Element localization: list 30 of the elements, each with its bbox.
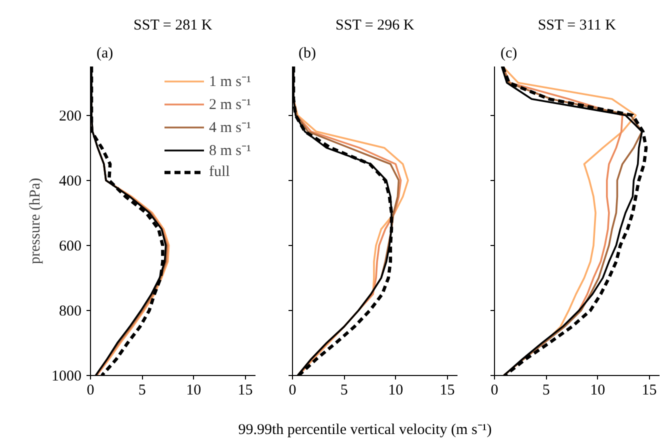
y-tick-label: 600 — [59, 238, 82, 254]
x-tick-label: 0 — [86, 382, 94, 398]
text: (b) — [298, 46, 316, 62]
x-tick-label: 15 — [642, 382, 657, 398]
y-tick-label: 1000 — [52, 368, 82, 384]
x-tick-label: 0 — [288, 382, 296, 398]
x-tick-label: 5 — [340, 382, 348, 398]
y-tick-label: 200 — [59, 108, 82, 124]
x-tick-label: 10 — [186, 382, 202, 398]
legend-label: full — [208, 164, 230, 180]
text: (c) — [500, 46, 518, 62]
x-tick-label: 0 — [490, 382, 498, 398]
x-axis-title: 99.99th percentile vertical velocity (m s⁻¹) — [238, 421, 492, 440]
x-tick-label: 15 — [238, 382, 253, 398]
x-tick-label: 5 — [542, 382, 550, 398]
chart-title: SST = 311 K — [538, 18, 616, 34]
legend-label: 8 m s⁻¹ — [208, 142, 251, 160]
chart-title: SST = 281 K — [134, 18, 212, 34]
legend-label: 2 m s⁻¹ — [208, 96, 251, 114]
x-tick-label: 15 — [440, 382, 455, 398]
x-tick-label: 10 — [388, 382, 404, 398]
legend-label: 4 m s⁻¹ — [208, 119, 251, 137]
y-axis-title: pressure (hPa) — [28, 178, 44, 264]
legend-label: 1 m s⁻¹ — [208, 73, 251, 91]
x-tick-label: 5 — [138, 382, 146, 398]
chart-title: SST = 296 K — [336, 18, 414, 34]
text: (a) — [96, 46, 114, 62]
y-tick-label: 800 — [59, 303, 82, 320]
x-tick-label: 10 — [590, 382, 606, 398]
y-tick-label: 400 — [59, 173, 82, 190]
